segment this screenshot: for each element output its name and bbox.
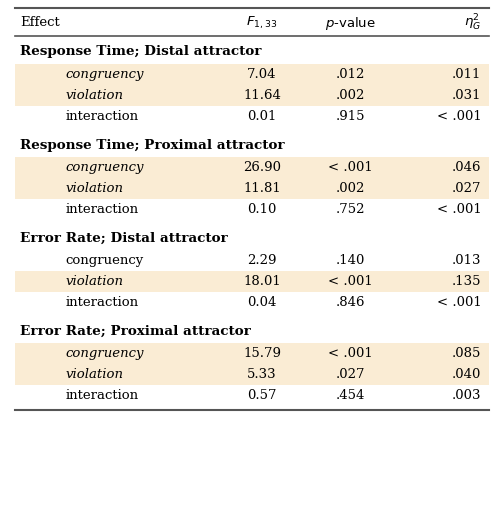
- Text: 11.64: 11.64: [243, 89, 281, 102]
- Text: violation: violation: [66, 182, 123, 195]
- Text: Error Rate; Distal attractor: Error Rate; Distal attractor: [20, 231, 228, 244]
- Text: .002: .002: [336, 182, 365, 195]
- Bar: [15, 364, 489, 385]
- Text: 15.79: 15.79: [243, 347, 281, 360]
- Bar: [15, 64, 489, 85]
- Text: congruency: congruency: [66, 347, 144, 360]
- Bar: [15, 271, 489, 292]
- Text: .752: .752: [336, 203, 365, 216]
- Bar: [15, 343, 489, 364]
- Text: .027: .027: [452, 182, 481, 195]
- Text: .140: .140: [336, 254, 365, 267]
- Text: 0.04: 0.04: [247, 296, 277, 309]
- Text: $F_{1,33}$: $F_{1,33}$: [246, 15, 278, 31]
- Text: .027: .027: [336, 368, 365, 381]
- Text: congruency: congruency: [66, 68, 144, 81]
- Text: .003: .003: [452, 389, 481, 402]
- Text: 0.10: 0.10: [247, 203, 277, 216]
- Text: .046: .046: [452, 161, 481, 174]
- Text: < .001: < .001: [328, 161, 372, 174]
- Text: .013: .013: [452, 254, 481, 267]
- Text: 0.57: 0.57: [247, 389, 277, 402]
- Text: violation: violation: [66, 368, 123, 381]
- Text: .031: .031: [452, 89, 481, 102]
- Bar: [15, 157, 489, 178]
- Text: 2.29: 2.29: [247, 254, 277, 267]
- Text: Response Time; Proximal attractor: Response Time; Proximal attractor: [20, 138, 285, 151]
- Text: < .001: < .001: [328, 275, 372, 288]
- Text: < .001: < .001: [436, 203, 481, 216]
- Text: interaction: interaction: [66, 203, 139, 216]
- Text: < .001: < .001: [436, 296, 481, 309]
- Text: $\eta^2_G$: $\eta^2_G$: [464, 13, 481, 33]
- Text: interaction: interaction: [66, 296, 139, 309]
- Text: .040: .040: [452, 368, 481, 381]
- Text: Error Rate; Proximal attractor: Error Rate; Proximal attractor: [20, 324, 251, 337]
- Text: 5.33: 5.33: [247, 368, 277, 381]
- Text: .002: .002: [336, 89, 365, 102]
- Text: .135: .135: [452, 275, 481, 288]
- Text: 0.01: 0.01: [247, 110, 277, 123]
- Text: 11.81: 11.81: [243, 182, 281, 195]
- Text: congruency: congruency: [66, 161, 144, 174]
- Text: .454: .454: [336, 389, 365, 402]
- Text: Response Time; Distal attractor: Response Time; Distal attractor: [20, 45, 262, 58]
- Bar: [15, 178, 489, 199]
- Text: < .001: < .001: [436, 110, 481, 123]
- Text: .846: .846: [336, 296, 365, 309]
- Text: .012: .012: [336, 68, 365, 81]
- Text: violation: violation: [66, 89, 123, 102]
- Text: 18.01: 18.01: [243, 275, 281, 288]
- Text: .011: .011: [452, 68, 481, 81]
- Text: violation: violation: [66, 275, 123, 288]
- Text: interaction: interaction: [66, 389, 139, 402]
- Text: 7.04: 7.04: [247, 68, 277, 81]
- Text: $p$-value: $p$-value: [325, 15, 375, 32]
- Text: 26.90: 26.90: [243, 161, 281, 174]
- Text: Effect: Effect: [20, 17, 60, 30]
- Text: .085: .085: [452, 347, 481, 360]
- Text: < .001: < .001: [328, 347, 372, 360]
- Text: congruency: congruency: [66, 254, 144, 267]
- Text: interaction: interaction: [66, 110, 139, 123]
- Bar: [15, 85, 489, 106]
- Text: .915: .915: [336, 110, 365, 123]
